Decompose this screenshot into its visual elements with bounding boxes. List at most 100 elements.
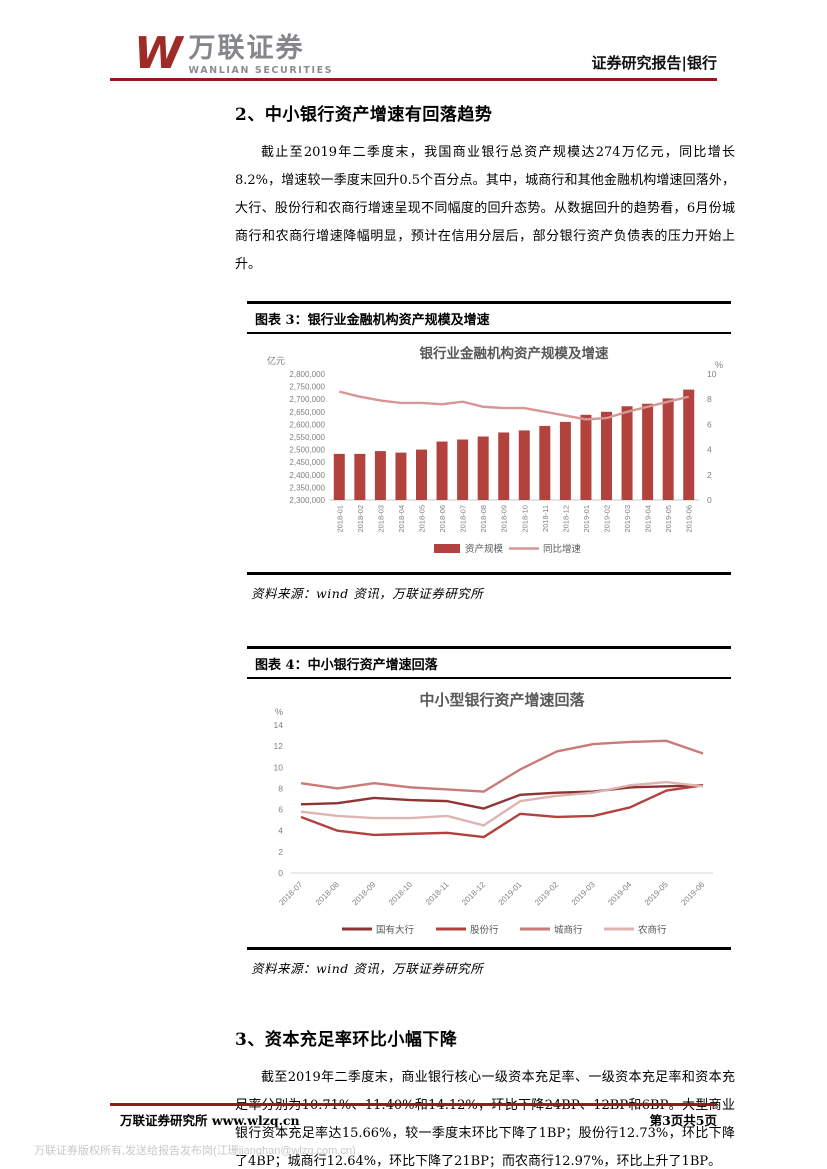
svg-text:2018-01: 2018-01 bbox=[335, 505, 344, 533]
svg-text:2019-06: 2019-06 bbox=[679, 880, 707, 908]
svg-text:4: 4 bbox=[278, 826, 283, 836]
svg-text:2018-09: 2018-09 bbox=[350, 880, 378, 908]
series-城商行 bbox=[300, 739, 704, 793]
report-body: 2、中小银行资产增速有回落趋势 截止至2019年二季度末，我国商业银行总资产规模… bbox=[235, 100, 735, 1169]
svg-text:0: 0 bbox=[278, 868, 283, 878]
svg-text:2018-02: 2018-02 bbox=[356, 505, 365, 533]
svg-text:2018-03: 2018-03 bbox=[376, 505, 385, 533]
asset-scale-growth-chart: 银行业金融机构资产规模及增速亿元% 2,300,000 2,350,000 2,400… bbox=[247, 334, 731, 575]
company-logo: W 万联证券 WANLIAN SECURITIES bbox=[134, 28, 334, 79]
svg-text:6: 6 bbox=[278, 805, 283, 815]
figure-3-caption: 图表 3：银行业金融机构资产规模及增速 bbox=[247, 301, 731, 334]
chart4-legend: 国有大行 股份行 城商行 农商行 bbox=[342, 924, 667, 936]
series-农商行 bbox=[300, 780, 704, 827]
figure-3-source: 资料来源：wind 资讯，万联证券研究所 bbox=[251, 586, 484, 601]
svg-text:10: 10 bbox=[707, 369, 717, 379]
svg-text:2,350,000: 2,350,000 bbox=[289, 483, 325, 492]
svg-text:2019-03: 2019-03 bbox=[570, 880, 598, 908]
svg-text:2,800,000: 2,800,000 bbox=[289, 370, 325, 379]
svg-text:2,300,000: 2,300,000 bbox=[289, 496, 325, 505]
svg-text:2019-03: 2019-03 bbox=[623, 505, 632, 533]
page-number: 第3页共5页 bbox=[649, 1113, 717, 1128]
svg-text:2,700,000: 2,700,000 bbox=[289, 395, 325, 404]
wanlian-w-logo-icon: W bbox=[134, 28, 183, 79]
line-series bbox=[338, 390, 690, 421]
svg-text:2018-11: 2018-11 bbox=[424, 880, 451, 907]
svg-text:城商行: 城商行 bbox=[554, 924, 583, 936]
svg-text:2,750,000: 2,750,000 bbox=[289, 383, 325, 392]
svg-text:10: 10 bbox=[274, 762, 284, 772]
svg-text:2,400,000: 2,400,000 bbox=[289, 471, 325, 480]
svg-text:2019-01: 2019-01 bbox=[582, 505, 591, 533]
figure-4-source: 资料来源：wind 资讯，万联证券研究所 bbox=[251, 961, 484, 976]
report-type-label: 证券研究报告|银行 bbox=[591, 54, 717, 72]
svg-text:农商行: 农商行 bbox=[638, 924, 667, 936]
smb-growth-decline-chart: 中小型银行资产增速回落% 0 2 4 6 8 10 12 14 2018-07 2018-08 201… bbox=[247, 679, 731, 950]
svg-text:2,650,000: 2,650,000 bbox=[289, 408, 325, 417]
svg-text:2: 2 bbox=[707, 470, 712, 480]
svg-text:14: 14 bbox=[274, 720, 284, 730]
svg-text:2018-05: 2018-05 bbox=[418, 505, 427, 533]
svg-text:国有大行: 国有大行 bbox=[376, 924, 415, 936]
copyright-watermark: 万联证券版权所有,发送给报告发布岗(江珊jianghan@wlzq.com.cn… bbox=[34, 1145, 356, 1157]
svg-text:8: 8 bbox=[278, 783, 283, 793]
svg-text:银行业金融机构资产规模及增速: 银行业金融机构资产规模及增速 bbox=[420, 345, 609, 361]
svg-text:2019-01: 2019-01 bbox=[497, 880, 525, 908]
svg-text:2018-12: 2018-12 bbox=[561, 505, 570, 533]
section-3-paragraph: 截至2019年二季度末，商业银行核心一级资本充足率、一级资本充足率和资本充足率分… bbox=[235, 1070, 735, 1169]
svg-text:2018-09: 2018-09 bbox=[500, 505, 509, 533]
svg-text:股份行: 股份行 bbox=[470, 924, 499, 936]
svg-text:2018-11: 2018-11 bbox=[541, 505, 550, 532]
figure-3: 图表 3：银行业金融机构资产规模及增速 银行业金融机构资产规模及增速亿元% 2,3… bbox=[247, 301, 731, 604]
series-国有大行 bbox=[300, 784, 704, 810]
bar-series bbox=[333, 389, 695, 500]
chart3-legend: 资产规模 同比增速 bbox=[434, 543, 582, 555]
section-3-title: 3、资本充足率环比小幅下降 bbox=[235, 1030, 458, 1050]
svg-text:2019-02: 2019-02 bbox=[533, 880, 561, 908]
svg-text:2,500,000: 2,500,000 bbox=[289, 446, 325, 455]
svg-text:资产规模: 资产规模 bbox=[465, 543, 504, 555]
svg-text:2: 2 bbox=[278, 847, 283, 857]
svg-text:2,450,000: 2,450,000 bbox=[289, 458, 325, 467]
series-股份行 bbox=[300, 784, 704, 839]
svg-text:4: 4 bbox=[707, 445, 712, 455]
svg-text:2019-05: 2019-05 bbox=[664, 505, 673, 533]
svg-text:0: 0 bbox=[707, 495, 712, 505]
svg-text:2,600,000: 2,600,000 bbox=[289, 420, 325, 429]
section-2-paragraph: 截止至2019年二季度末，我国商业银行总资产规模达274万亿元，同比增长8.2%… bbox=[235, 145, 735, 272]
svg-text:2019-05: 2019-05 bbox=[643, 880, 671, 908]
footer-divider bbox=[110, 1103, 717, 1106]
header-divider bbox=[110, 78, 717, 81]
svg-text:2018-06: 2018-06 bbox=[438, 505, 447, 533]
svg-text:8: 8 bbox=[707, 394, 712, 404]
svg-text:2018-07: 2018-07 bbox=[277, 880, 305, 908]
svg-text:2018-10: 2018-10 bbox=[520, 505, 529, 533]
svg-text:12: 12 bbox=[274, 741, 284, 751]
svg-text:中小型银行资产增速回落: 中小型银行资产增速回落 bbox=[419, 691, 585, 709]
section-2-title: 2、中小银行资产增速有回落趋势 bbox=[235, 105, 493, 125]
svg-text:2,550,000: 2,550,000 bbox=[289, 433, 325, 442]
figure-4: 图表 4：中小银行资产增速回落 中小型银行资产增速回落% 0 2 4 6 8 10 12 14 2… bbox=[247, 646, 731, 979]
svg-text:2018-07: 2018-07 bbox=[459, 505, 468, 533]
svg-text:亿元: 亿元 bbox=[267, 355, 285, 366]
logo-english-name: WANLIAN SECURITIES bbox=[188, 65, 334, 76]
svg-text:2018-08: 2018-08 bbox=[314, 880, 342, 908]
svg-text:2019-04: 2019-04 bbox=[606, 880, 634, 908]
svg-text:同比增速: 同比增速 bbox=[543, 543, 582, 555]
svg-text:%: % bbox=[275, 707, 283, 717]
logo-chinese-name: 万联证券 bbox=[188, 33, 305, 64]
svg-text:2019-06: 2019-06 bbox=[685, 505, 694, 533]
svg-text:2018-04: 2018-04 bbox=[397, 505, 406, 533]
svg-text:%: % bbox=[715, 360, 723, 370]
svg-text:2018-10: 2018-10 bbox=[387, 880, 415, 908]
svg-text:6: 6 bbox=[707, 419, 712, 429]
svg-text:2019-04: 2019-04 bbox=[644, 505, 653, 533]
svg-text:2019-02: 2019-02 bbox=[603, 505, 612, 533]
footer-institute: 万联证券研究所 www.wlzq.cn bbox=[120, 1113, 300, 1128]
svg-text:2018-08: 2018-08 bbox=[479, 505, 488, 533]
figure-4-caption: 图表 4：中小银行资产增速回落 bbox=[247, 646, 731, 679]
svg-text:2018-12: 2018-12 bbox=[460, 880, 488, 908]
chart4-root: 中小型银行资产增速回落% 0 2 4 6 8 10 12 14 2018-07 2018-08 201… bbox=[274, 691, 713, 936]
